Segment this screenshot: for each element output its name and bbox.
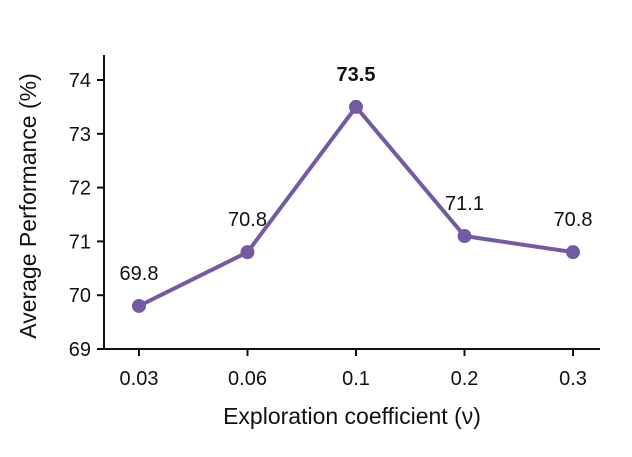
x-tick-label: 0.06 [228, 368, 267, 390]
data-label: 69.8 [120, 263, 159, 285]
series [132, 99, 580, 313]
data-point [240, 245, 255, 260]
x-tick-label: 0.3 [559, 368, 587, 390]
data-point [457, 229, 472, 244]
data-point [132, 298, 146, 313]
data-point [349, 99, 363, 114]
data-labels: 69.8 70.8 73.5 71.1 70.8 [120, 64, 593, 285]
data-label: 71.1 [445, 193, 484, 215]
x-tick-label: 0.1 [342, 368, 370, 390]
data-label: 70.8 [228, 209, 267, 231]
y-tick-label: 74 [69, 70, 91, 92]
y-tick-label: 69 [69, 339, 91, 361]
data-label: 73.5 [337, 64, 376, 86]
x-tick-label: 0.2 [451, 368, 479, 390]
data-point [566, 245, 580, 260]
y-tick-label: 70 [69, 285, 91, 307]
y-tick-label: 71 [69, 231, 91, 253]
data-label: 70.8 [554, 209, 593, 231]
x-ticks: 0.03 0.06 0.1 0.2 0.3 [120, 349, 587, 390]
x-tick-label: 0.03 [120, 368, 159, 390]
y-tick-label: 73 [69, 124, 91, 146]
axes [103, 55, 600, 350]
series-line [137, 104, 575, 308]
y-axis-title: Average Performance (%) [15, 73, 41, 338]
y-ticks: 69 70 71 72 73 74 [69, 70, 104, 361]
x-axis-title: Exploration coefficient (ν) [223, 403, 481, 429]
y-tick-label: 72 [69, 178, 91, 200]
